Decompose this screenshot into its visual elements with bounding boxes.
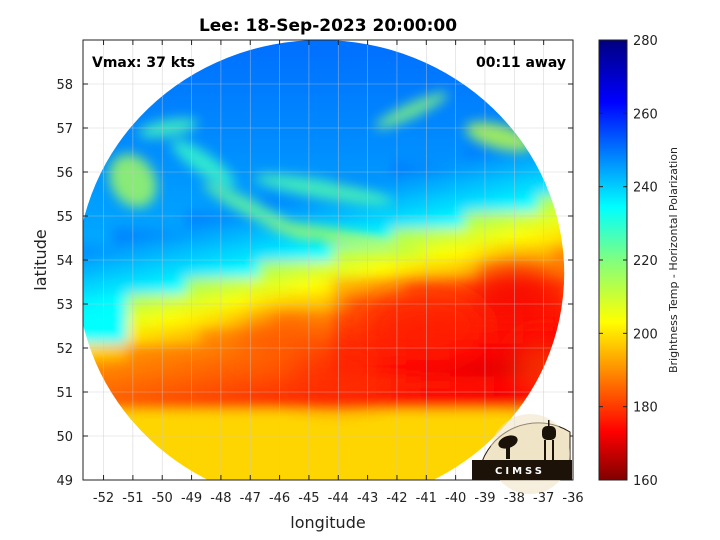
- y-tick-label: 57: [56, 122, 73, 137]
- grid: [83, 40, 573, 480]
- y-axis-ticks: 49 50 51 52 53 54 55 56 57 58: [56, 78, 573, 489]
- colorbar-tick-label: 160: [633, 474, 658, 489]
- x-tick-label: -40: [445, 491, 466, 506]
- vmax-annotation: Vmax: 37 kts: [92, 55, 195, 71]
- cimss-logo: CIMSS: [472, 414, 572, 494]
- x-tick-label: -42: [386, 491, 407, 506]
- colorbar-tick-label: 260: [633, 107, 658, 122]
- y-tick-label: 55: [56, 210, 73, 225]
- x-tick-label: -47: [240, 491, 261, 506]
- y-tick-label: 53: [56, 298, 73, 313]
- y-tick-label: 56: [56, 166, 73, 181]
- colorbar-ticks: 160 180 200 220 240 260 280: [599, 34, 658, 489]
- colorbar-tick-label: 280: [633, 34, 658, 49]
- x-tick-label: -41: [416, 491, 437, 506]
- x-tick-label: -36: [562, 491, 583, 506]
- x-tick-label: -38: [504, 491, 525, 506]
- colorbar: [598, 39, 628, 481]
- y-tick-label: 51: [56, 386, 73, 401]
- colorbar-label: Brightness Temp - Horizontal Polarizatio…: [667, 147, 680, 373]
- y-tick-label: 49: [56, 474, 73, 489]
- y-tick-label: 58: [56, 78, 73, 93]
- time-offset-annotation: 00:11 away: [476, 55, 566, 71]
- x-tick-label: -43: [357, 491, 378, 506]
- x-axis-ticks: -52 -51 -50 -49 -48 -47 -46 -45 -44 -43 -42 -41 -40-…: [93, 40, 584, 506]
- x-tick-label: -44: [328, 491, 349, 506]
- x-tick-label: -46: [269, 491, 290, 506]
- x-tick-label: -39: [474, 491, 495, 506]
- x-tick-label: -50: [152, 491, 173, 506]
- y-tick-label: 50: [56, 430, 73, 445]
- y-axis-label: latitude: [31, 229, 50, 290]
- chart-title: Lee: 18-Sep-2023 20:00:00: [199, 16, 457, 36]
- y-tick-label: 52: [56, 342, 73, 357]
- x-tick-label: -49: [181, 491, 202, 506]
- colorbar-tick-label: 180: [633, 401, 658, 416]
- colorbar-tick-label: 200: [633, 327, 658, 342]
- colorbar-tick-label: 240: [633, 181, 658, 196]
- colorbar-tick-label: 220: [633, 254, 658, 269]
- x-tick-label: -48: [210, 491, 231, 506]
- x-tick-label: -45: [298, 491, 319, 506]
- x-axis-label: longitude: [290, 513, 365, 532]
- x-tick-label: -37: [533, 491, 554, 506]
- logo-text: CIMSS: [495, 466, 545, 477]
- x-tick-label: -52: [93, 491, 114, 506]
- y-tick-label: 54: [56, 254, 73, 269]
- x-tick-label: -51: [122, 491, 143, 506]
